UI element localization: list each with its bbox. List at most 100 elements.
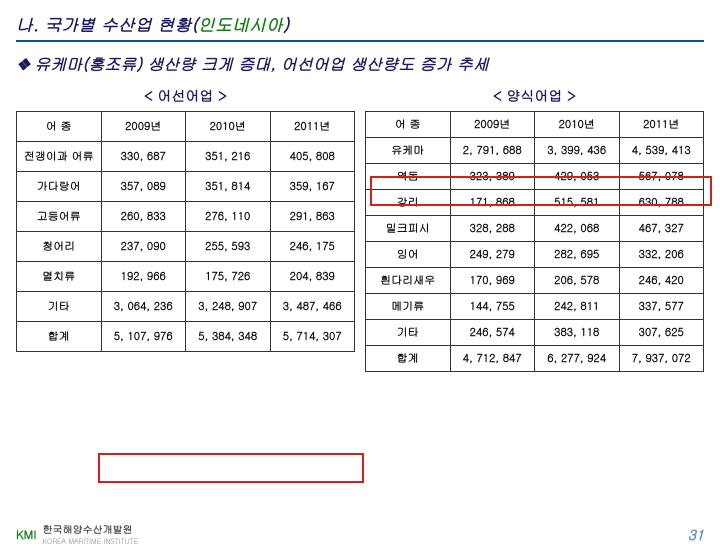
table-row: 합계4, 712, 8476, 277, 9247, 937, 072 [366,346,704,372]
table-row: 고등어류260, 833276, 110291, 863 [17,202,355,232]
right-table-section: < 양식어업 > 어 종 2009년 2010년 2011년 유케마2, 791… [365,85,704,372]
table-cell: 357, 089 [101,172,186,202]
table-cell: 467, 327 [619,216,704,242]
table-cell: 기타 [17,292,102,322]
table-row: 합계5, 107, 9765, 384, 3485, 714, 307 [17,322,355,352]
table-cell: 359, 167 [270,172,355,202]
table-row: 청어리237, 090255, 593246, 175 [17,232,355,262]
col-header: 2009년 [450,112,535,138]
table-cell: 323, 389 [450,164,535,190]
table-cell: 2, 791, 688 [450,138,535,164]
page-number: 31 [688,524,704,544]
col-header: 2010년 [186,112,271,142]
title-bar: 나. 국가별 수산업 현황(인도네시아) [16,12,704,42]
table-row: 유케마2, 791, 6883, 399, 4364, 539, 413 [366,138,704,164]
table-cell: 175, 726 [186,262,271,292]
table-row: 강리171, 868515, 581630, 788 [366,190,704,216]
subtitle-text: 유케마(홍조류) 생산량 크게 증대, 어선어업 생산량도 증가 추세 [34,52,489,75]
table-cell: 429, 053 [535,164,620,190]
table-cell: 유케마 [366,138,451,164]
table-cell: 351, 814 [186,172,271,202]
table-cell: 170, 969 [450,268,535,294]
table-cell: 6, 277, 924 [535,346,620,372]
page-title: 나. 국가별 수산업 현황(인도네시아) [16,12,289,36]
table-cell: 328, 288 [450,216,535,242]
col-header: 어 종 [366,112,451,138]
table-cell: 가다랑어 [17,172,102,202]
table-cell: 246, 175 [270,232,355,262]
title-highlight: 인도네시아 [198,12,283,36]
table-cell: 3, 248, 907 [186,292,271,322]
table-cell: 291, 863 [270,202,355,232]
table-cell: 567, 078 [619,164,704,190]
right-table: 어 종 2009년 2010년 2011년 유케마2, 791, 6883, 3… [365,111,704,372]
tables-container: < 어선어업 > 어 종 2009년 2010년 2011년 전갱이과 어류33… [0,85,720,372]
right-table-title: < 양식어업 > [365,85,704,105]
table-cell: 515, 581 [535,190,620,216]
title-prefix: 나. 국가별 수산업 현황( [16,12,198,36]
table-cell: 307, 625 [619,320,704,346]
table-cell: 171, 868 [450,190,535,216]
left-table-section: < 어선어업 > 어 종 2009년 2010년 2011년 전갱이과 어류33… [16,85,355,352]
table-row: 전갱이과 어류330, 687351, 216405, 808 [17,142,355,172]
table-row: 가다랑어357, 089351, 814359, 167 [17,172,355,202]
left-table-title: < 어선어업 > [16,85,355,105]
table-row: 메기류144, 755242, 811337, 577 [366,294,704,320]
table-cell: 5, 384, 348 [186,322,271,352]
table-cell: 332, 206 [619,242,704,268]
table-cell: 206, 578 [535,268,620,294]
col-header: 어 종 [17,112,102,142]
table-cell: 5, 107, 976 [101,322,186,352]
table-cell: 330, 687 [101,142,186,172]
table-cell: 3, 487, 466 [270,292,355,322]
col-header: 2010년 [535,112,620,138]
table-cell: 282, 695 [535,242,620,268]
logo-sub: KOREA MARITIME INSTITUTE [43,536,139,546]
table-cell: 역돔 [366,164,451,190]
footer-logo: KMI 한국해양수산개발원 KOREA MARITIME INSTITUTE [16,522,138,546]
table-row: 기타3, 064, 2363, 248, 9073, 487, 466 [17,292,355,322]
table-cell: 합계 [366,346,451,372]
table-cell: 242, 811 [535,294,620,320]
table-cell: 4, 539, 413 [619,138,704,164]
table-cell: 383, 118 [535,320,620,346]
logo-text: 한국해양수산개발원 [43,522,139,536]
table-cell: 276, 110 [186,202,271,232]
table-header-row: 어 종 2009년 2010년 2011년 [366,112,704,138]
logo-text-wrap: 한국해양수산개발원 KOREA MARITIME INSTITUTE [43,522,139,546]
table-cell: 합계 [17,322,102,352]
table-cell: 204, 839 [270,262,355,292]
table-row: 멸치류192, 966175, 726204, 839 [17,262,355,292]
table-cell: 3, 064, 236 [101,292,186,322]
left-table: 어 종 2009년 2010년 2011년 전갱이과 어류330, 687351… [16,111,355,352]
table-cell: 흰다리새우 [366,268,451,294]
table-cell: 351, 216 [186,142,271,172]
table-cell: 630, 788 [619,190,704,216]
table-cell: 5, 714, 307 [270,322,355,352]
table-cell: 246, 574 [450,320,535,346]
table-cell: 3, 399, 436 [535,138,620,164]
table-cell: 메기류 [366,294,451,320]
table-cell: 강리 [366,190,451,216]
table-cell: 255, 593 [186,232,271,262]
table-cell: 기타 [366,320,451,346]
table-cell: 422, 068 [535,216,620,242]
table-row: 잉어249, 279282, 695332, 206 [366,242,704,268]
col-header: 2009년 [101,112,186,142]
table-cell: 밀크피시 [366,216,451,242]
diamond-icon: ❖ [16,52,30,75]
table-cell: 멸치류 [17,262,102,292]
title-suffix: ) [283,12,289,36]
table-cell: 4, 712, 847 [450,346,535,372]
highlight-box [98,453,364,483]
table-row: 역돔323, 389429, 053567, 078 [366,164,704,190]
table-cell: 전갱이과 어류 [17,142,102,172]
table-cell: 246, 420 [619,268,704,294]
table-cell: 청어리 [17,232,102,262]
table-cell: 405, 808 [270,142,355,172]
table-cell: 237, 090 [101,232,186,262]
table-row: 기타246, 574383, 118307, 625 [366,320,704,346]
table-cell: 337, 577 [619,294,704,320]
table-cell: 잉어 [366,242,451,268]
table-cell: 249, 279 [450,242,535,268]
